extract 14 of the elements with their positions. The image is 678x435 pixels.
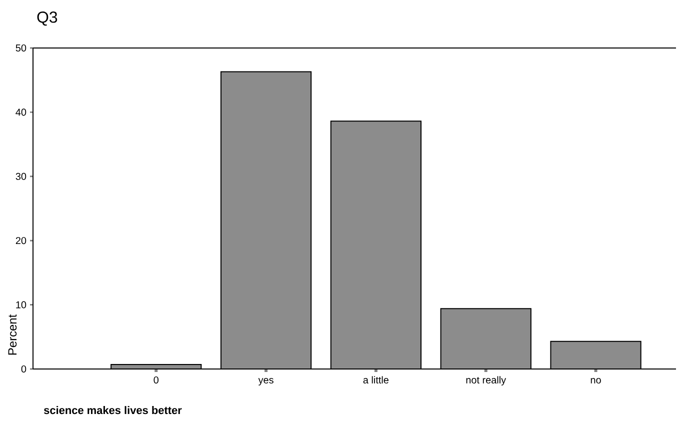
chart-title: Q3: [37, 12, 58, 26]
x-tick-label: a little: [363, 376, 388, 384]
y-tick-label: 0: [21, 365, 26, 373]
y-tick-label: 30: [16, 172, 26, 180]
y-tick-label: 20: [16, 237, 26, 244]
x-tick-label: no: [590, 378, 601, 384]
y-tick-label: 40: [16, 108, 26, 116]
x-tick-label: 0: [154, 376, 158, 384]
y-tick-label: 50: [16, 44, 26, 52]
x-tick-label: not really: [466, 376, 506, 386]
y-axis-title: Percent: [8, 314, 17, 355]
x-axis-title: science makes lives better: [44, 406, 182, 414]
y-tick-label: 10: [16, 301, 26, 308]
x-tick-label: yes: [258, 378, 274, 386]
